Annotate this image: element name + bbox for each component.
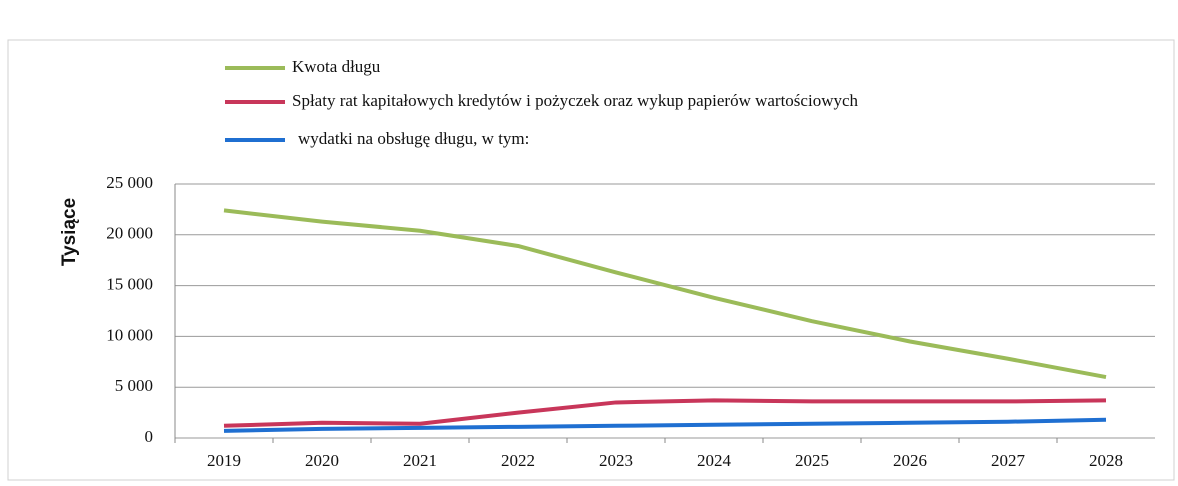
line-series (223, 417, 1107, 433)
x-tick-label: 2022 (501, 451, 535, 470)
x-tick-label: 2019 (207, 451, 241, 470)
y-tick-label: 15 000 (106, 275, 153, 294)
y-tick-label: 5 000 (115, 376, 153, 395)
line-series (223, 398, 1107, 428)
y-tick-label: 0 (145, 427, 154, 446)
legend-label: Spłaty rat kapitałowych kredytów i pożyc… (292, 91, 859, 110)
chart-frame (7, 39, 1175, 481)
x-tick-label: 2021 (403, 451, 437, 470)
y-tick-label: 25 000 (106, 173, 153, 192)
line-series (223, 208, 1107, 380)
x-tick-label: 2027 (991, 451, 1026, 470)
x-tick-label: 2023 (599, 451, 633, 470)
y-tick-label: 20 000 (106, 224, 153, 243)
x-tick-label: 2024 (697, 451, 732, 470)
legend-label: Kwota długu (292, 57, 381, 76)
legend-label: wydatki na obsługę długu, w tym: (298, 129, 529, 148)
x-tick-label: 2025 (795, 451, 829, 470)
x-tick-label: 2020 (305, 451, 339, 470)
x-tick-label: 2026 (893, 451, 927, 470)
y-tick-label: 10 000 (106, 325, 153, 344)
x-tick-label: 2028 (1089, 451, 1123, 470)
y-axis-label: Tysiące (59, 198, 80, 266)
